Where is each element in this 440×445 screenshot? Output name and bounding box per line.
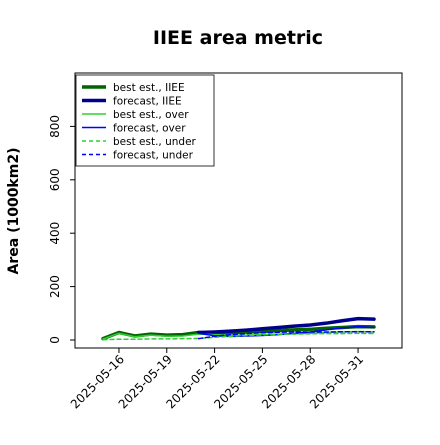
legend-label: best est., under [113,136,197,148]
legend-label: forecast, over [113,123,186,135]
y-tick-label: 0 [48,336,62,344]
legend-box [75,74,215,167]
y-tick-label: 400 [48,222,62,245]
legend-label: best est., over [113,109,189,121]
y-tick-label: 800 [48,115,62,138]
legend-label: forecast, IIEE [113,96,182,108]
y-tick-label: 600 [48,168,62,191]
y-tick-label: 200 [48,275,62,298]
plot-frame [74,72,403,349]
series-line [197,330,375,340]
plot-area: 02004006008002025-05-162025-05-192025-05… [48,72,403,411]
chart-title: IIEE area metric [153,27,323,49]
y-axis-label: Area (1000km2) [6,148,22,275]
series-line [196,316,376,335]
series-line [102,332,375,341]
legend-label: best est., IIEE [113,82,185,94]
legend-label: forecast, under [113,150,194,162]
